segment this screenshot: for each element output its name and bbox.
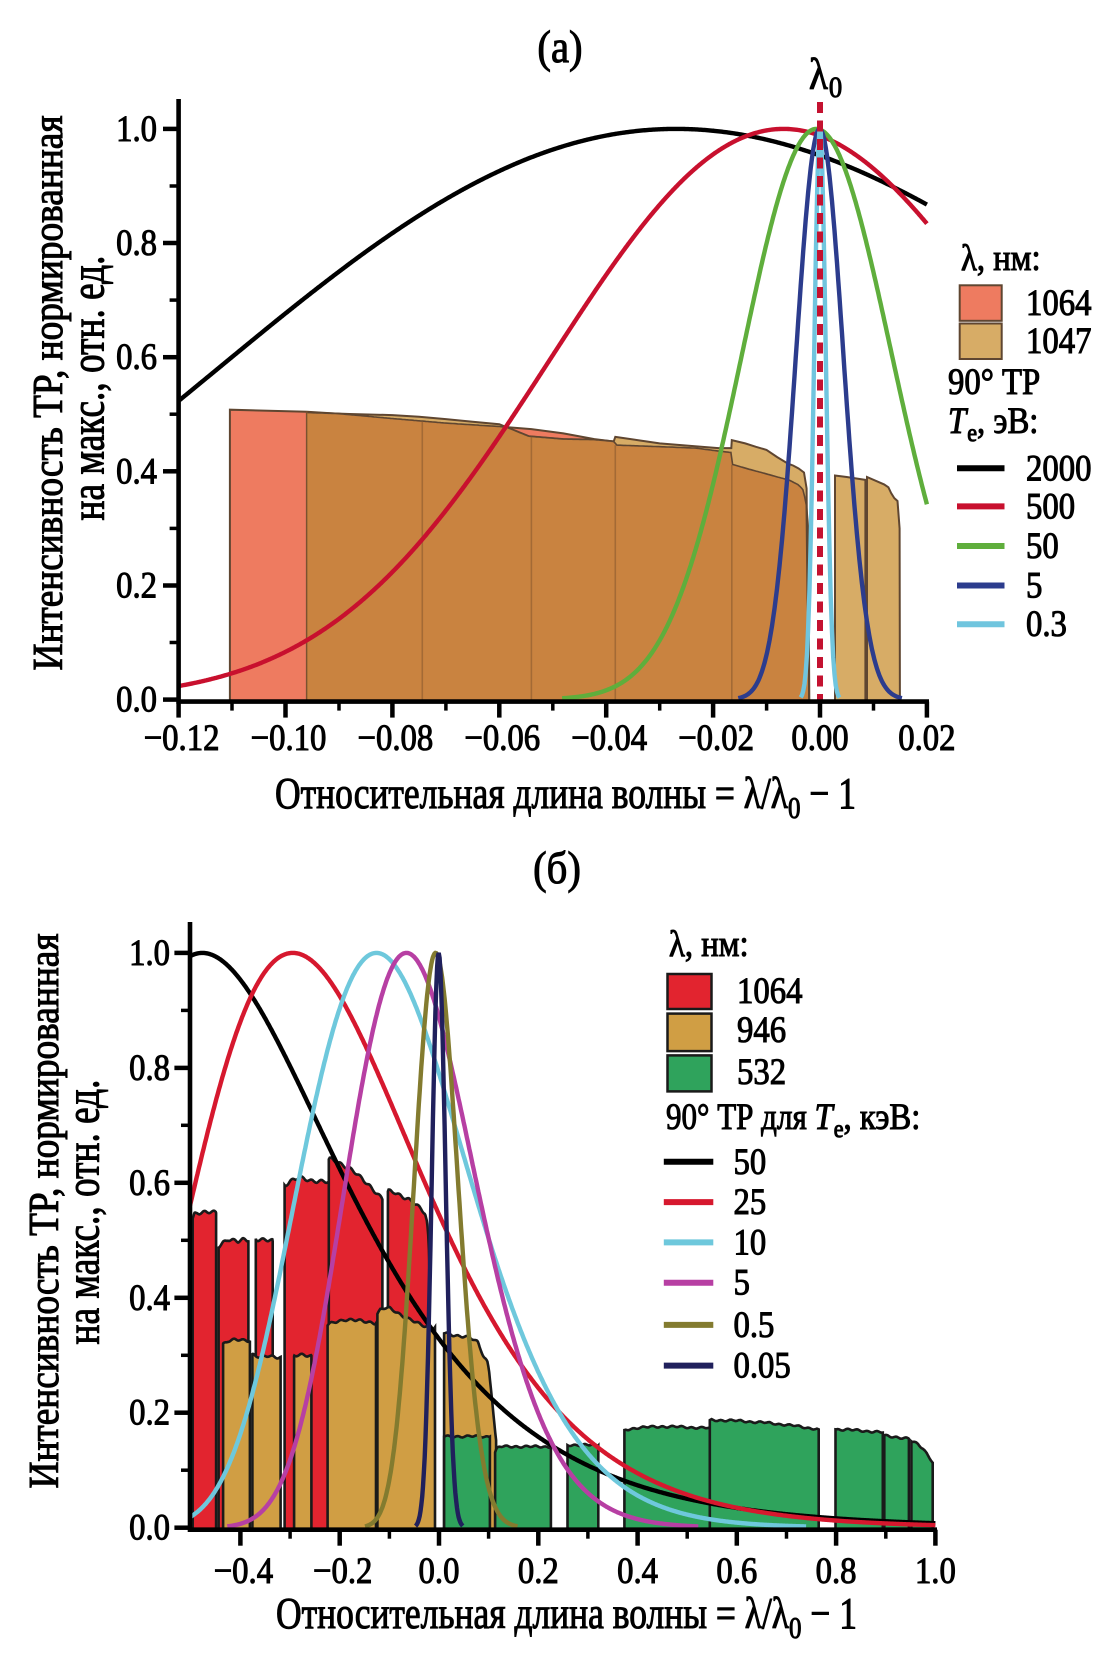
svg-text:0.5: 0.5: [734, 1305, 775, 1346]
svg-text:e: e: [967, 420, 977, 447]
svg-text:0: 0: [829, 71, 842, 104]
svg-text:0.4: 0.4: [129, 1278, 170, 1319]
svg-text:0.00: 0.00: [791, 718, 848, 759]
svg-text:, эВ:: , эВ:: [977, 401, 1038, 442]
svg-text:− 1: − 1: [801, 769, 857, 818]
svg-text:50: 50: [1026, 526, 1059, 567]
svg-text:0: 0: [789, 1610, 802, 1645]
svg-text:90° ТР для: 90° ТР для: [666, 1097, 815, 1138]
svg-text:0.2: 0.2: [129, 1393, 170, 1434]
svg-text:90° ТР: 90° ТР: [948, 362, 1040, 403]
svg-text:Относительная длина волны = λ/: Относительная длина волны = λ/λ: [276, 1589, 790, 1638]
svg-text:0.0: 0.0: [129, 1508, 170, 1549]
svg-text:0.2: 0.2: [518, 1551, 559, 1592]
svg-text:0.8: 0.8: [116, 223, 157, 264]
svg-text:0.02: 0.02: [898, 718, 955, 759]
svg-text:T: T: [948, 401, 968, 442]
svg-text:5: 5: [734, 1263, 750, 1304]
svg-text:Относительная длина волны = λ/: Относительная длина волны = λ/λ: [275, 769, 789, 818]
svg-text:−0.4: −0.4: [214, 1551, 273, 1592]
svg-text:−0.12: −0.12: [144, 718, 220, 759]
svg-text:−0.10: −0.10: [251, 718, 327, 759]
svg-text:Интенсивность ТР, нормированна: Интенсивность ТР, нормированная: [26, 116, 72, 671]
svg-text:532: 532: [737, 1052, 786, 1093]
svg-text:0.4: 0.4: [617, 1551, 658, 1592]
svg-text:(б): (б): [533, 842, 581, 893]
svg-text:T: T: [815, 1097, 835, 1138]
svg-text:500: 500: [1026, 486, 1075, 527]
svg-text:0.6: 0.6: [129, 1163, 170, 1204]
svg-text:Интенсивность ТР, нормированна: Интенсивность ТР, нормированная: [22, 934, 68, 1489]
svg-text:10: 10: [734, 1222, 767, 1263]
svg-text:0.05: 0.05: [734, 1346, 791, 1387]
svg-text:1.0: 1.0: [915, 1551, 956, 1592]
svg-text:− 1: − 1: [802, 1589, 858, 1638]
svg-text:1064: 1064: [737, 971, 803, 1012]
svg-text:−0.08: −0.08: [358, 718, 434, 759]
svg-text:−0.04: −0.04: [571, 718, 647, 759]
svg-text:5: 5: [1026, 566, 1042, 607]
svg-text:25: 25: [734, 1182, 767, 1223]
svg-text:50: 50: [734, 1142, 767, 1183]
svg-text:0: 0: [788, 790, 801, 825]
svg-text:0.0: 0.0: [116, 680, 157, 721]
svg-text:2000: 2000: [1026, 448, 1092, 489]
svg-text:−0.06: −0.06: [464, 718, 540, 759]
svg-text:0.6: 0.6: [116, 337, 157, 378]
svg-text:946: 946: [737, 1010, 786, 1051]
svg-text:λ: λ: [809, 50, 828, 99]
svg-text:, кэВ:: , кэВ:: [844, 1097, 921, 1138]
svg-text:1047: 1047: [1026, 321, 1092, 362]
svg-text:на макс., отн. ед.: на макс., отн. ед.: [62, 256, 115, 521]
svg-text:−0.2: −0.2: [313, 1551, 372, 1592]
svg-text:1.0: 1.0: [129, 933, 170, 974]
svg-text:0.6: 0.6: [716, 1551, 757, 1592]
svg-text:−0.02: −0.02: [678, 718, 754, 759]
svg-text:1064: 1064: [1026, 283, 1092, 324]
svg-text:λ, нм:: λ, нм:: [961, 238, 1041, 279]
svg-text:0.8: 0.8: [129, 1048, 170, 1089]
svg-text:1.0: 1.0: [116, 109, 157, 150]
svg-text:0.3: 0.3: [1026, 604, 1067, 645]
svg-text:0.4: 0.4: [116, 451, 157, 492]
svg-text:(а): (а): [537, 21, 582, 72]
svg-text:λ, нм:: λ, нм:: [669, 924, 749, 965]
svg-text:e: e: [834, 1116, 844, 1143]
svg-text:0.8: 0.8: [816, 1551, 857, 1592]
svg-text:на макс., отн. ед.: на макс., отн. ед.: [57, 1080, 110, 1345]
svg-text:0.0: 0.0: [419, 1551, 460, 1592]
svg-text:0.2: 0.2: [116, 566, 157, 607]
